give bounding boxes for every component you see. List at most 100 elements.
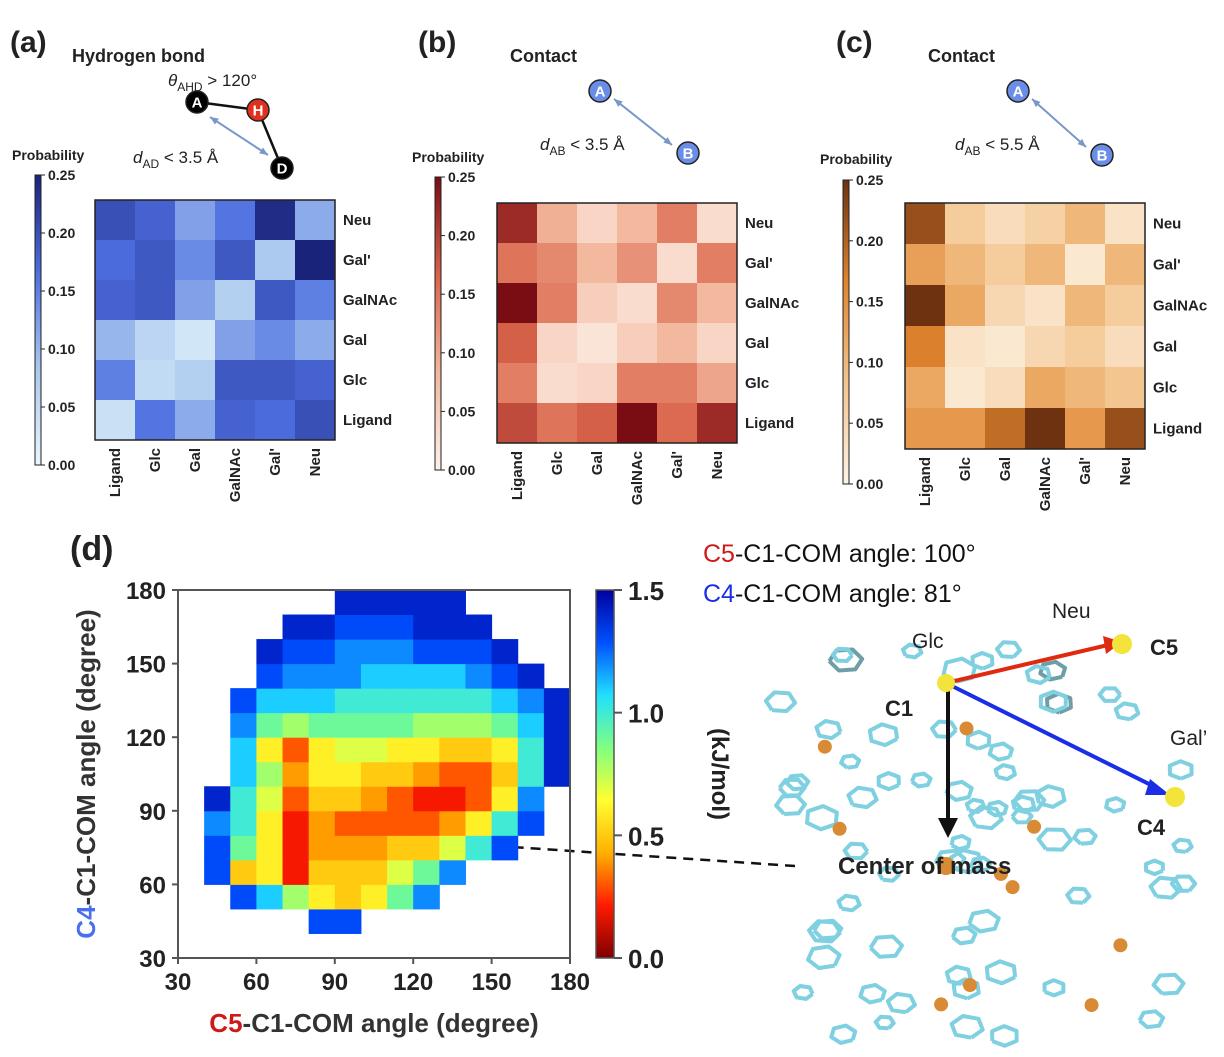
colorbar-tick-label: 0.05 xyxy=(48,399,75,415)
hist-cell xyxy=(518,664,545,689)
colorbar-tick-label: 0.5 xyxy=(628,821,664,851)
hist-cell xyxy=(413,835,440,860)
hist-cell xyxy=(413,811,440,836)
y-tick-label: 90 xyxy=(139,799,166,826)
hist-cell xyxy=(492,688,519,713)
x-tick-label: Gal' xyxy=(267,448,284,476)
hist-cell xyxy=(256,835,283,860)
heat-cell xyxy=(617,403,658,444)
heat-cell xyxy=(215,400,256,441)
atom-label: Gal’ xyxy=(1170,727,1207,750)
hist-cell xyxy=(387,664,414,689)
hist-cell xyxy=(544,688,571,713)
ring xyxy=(1170,761,1192,779)
colorbar xyxy=(596,590,614,958)
colorbar xyxy=(435,177,441,470)
hist-cell xyxy=(413,639,440,664)
heat-cell xyxy=(95,400,136,441)
formula-text: < 3.5 Å xyxy=(159,148,219,167)
ring xyxy=(1154,975,1184,994)
panel-title: Contact xyxy=(510,46,577,66)
angle-label: C4-C1-COM angle: 81° xyxy=(703,580,962,608)
formula-text: < 5.5 Å xyxy=(980,135,1040,154)
hist-cell xyxy=(309,615,336,640)
heat-cell xyxy=(497,323,538,364)
hist-cell xyxy=(439,615,466,640)
heat-cell xyxy=(945,326,986,368)
ring xyxy=(888,994,915,1012)
heat-cell xyxy=(255,240,296,281)
hist-cell xyxy=(465,713,492,738)
ring xyxy=(990,744,1012,760)
heat-cell xyxy=(295,200,336,241)
formula-text: > 120° xyxy=(203,71,258,90)
heat-cell xyxy=(617,203,658,244)
colorbar-label: Probability xyxy=(820,151,893,167)
angle-label-part: C4 xyxy=(703,580,735,608)
panel-label: (d) xyxy=(70,530,113,568)
x-tick-label: Gal' xyxy=(669,451,686,479)
heat-cell xyxy=(905,285,946,327)
hist-cell xyxy=(361,860,388,885)
hist-cell xyxy=(335,811,362,836)
hist-cell xyxy=(256,860,283,885)
colorbar-tick-label: 0.05 xyxy=(448,403,475,419)
heat-cell xyxy=(577,283,618,324)
colorbar-tick-label: 0.20 xyxy=(856,233,883,249)
metal-atom xyxy=(1085,998,1099,1012)
ring xyxy=(969,911,999,932)
hist-cell xyxy=(204,835,231,860)
hist-cell xyxy=(413,664,440,689)
scheme-node-label: B xyxy=(683,146,694,163)
ring xyxy=(1106,798,1124,812)
angle-label-part: -C1-COM angle: 100° xyxy=(735,540,976,568)
hist-cell xyxy=(283,762,310,787)
hist-cell xyxy=(465,639,492,664)
hist-cell xyxy=(544,713,571,738)
heat-cell xyxy=(1105,244,1146,286)
formula-subscript: AD xyxy=(142,157,159,171)
panel-title: Hydrogen bond xyxy=(72,46,205,66)
heat-cell xyxy=(945,244,986,286)
colorbar-label: Probability xyxy=(412,149,485,165)
hist-cell xyxy=(309,909,336,934)
heat-cell xyxy=(617,323,658,364)
heat-cell xyxy=(1105,367,1146,409)
hist-cell xyxy=(309,664,336,689)
molecule-render xyxy=(766,642,1195,1046)
ring xyxy=(1172,877,1195,891)
heat-cell xyxy=(697,323,738,364)
ring xyxy=(794,986,813,999)
hist-cell xyxy=(439,688,466,713)
hist-cell xyxy=(465,615,492,640)
hist-cell xyxy=(335,909,362,934)
heat-cell xyxy=(617,363,658,404)
formula: dAB < 5.5 Å xyxy=(955,135,1040,158)
heat-cell xyxy=(697,403,738,444)
ring xyxy=(1067,889,1089,903)
heat-cell xyxy=(175,360,216,401)
heat-cell xyxy=(697,243,738,284)
hist-cell xyxy=(544,762,571,787)
heat-cell xyxy=(1025,285,1066,327)
y-tick-label: GalNAc xyxy=(1153,298,1207,315)
hist-cell xyxy=(309,713,336,738)
hist-cell xyxy=(230,762,257,787)
heat-cell xyxy=(215,320,256,361)
heat-cell xyxy=(905,408,946,450)
ring xyxy=(766,692,795,711)
hist-cell xyxy=(256,688,283,713)
heat-cell xyxy=(255,280,296,321)
hist-cell xyxy=(230,860,257,885)
x-tick-label: 60 xyxy=(243,969,270,996)
hist-cell xyxy=(309,835,336,860)
heat-cell xyxy=(255,400,296,441)
hist-cell xyxy=(387,884,414,909)
heat-cell xyxy=(1025,203,1066,245)
ring xyxy=(879,773,899,789)
hist-cell xyxy=(335,615,362,640)
hist-cell xyxy=(439,786,466,811)
hist-cell xyxy=(256,639,283,664)
x-axis-label: C5-C1-COM angle (degree) xyxy=(209,1008,538,1038)
hist-cell xyxy=(230,786,257,811)
